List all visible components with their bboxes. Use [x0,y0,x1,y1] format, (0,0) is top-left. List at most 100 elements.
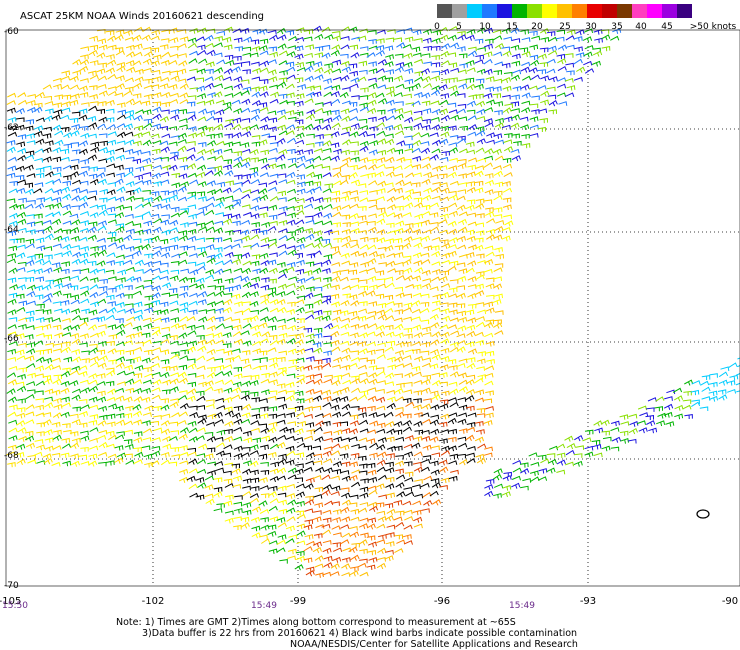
wind-barb [520,468,530,475]
wind-barb [16,284,27,291]
wind-barb [98,461,107,467]
wind-barb [249,391,259,397]
wind-barb [359,106,369,112]
wind-barb [169,293,179,299]
wind-barb [160,219,170,226]
wind-barb [223,444,233,450]
wind-barb [177,139,187,144]
wind-barb [304,347,314,353]
wind-barb [422,37,432,44]
wind-barb [216,429,226,436]
wind-barb [304,149,313,155]
wind-barb [25,442,35,449]
wind-barb [204,42,215,48]
wind-barb [269,34,279,41]
wind-barb [440,429,450,434]
wind-barb [52,156,62,163]
wind-barb [495,220,505,225]
wind-barb [448,287,458,293]
wind-barb [79,317,89,323]
wind-barb [340,74,350,82]
wind-barb [520,485,529,491]
wind-barb [169,194,179,201]
wind-barb [368,378,378,385]
wind-barb [51,461,61,467]
wind-barb [393,420,403,428]
wind-barb [385,166,395,171]
wind-barb [278,350,287,356]
wind-barb [477,46,486,52]
wind-barb [79,333,89,339]
wind-barb [36,197,45,203]
wind-barb [429,436,439,443]
wind-barb [484,155,494,161]
wind-barb [422,491,432,498]
wind-barb [87,154,98,161]
wind-barb [465,388,476,396]
wind-barb [26,107,37,113]
wind-barb [179,83,189,90]
wind-barb [484,380,494,386]
wind-barb [493,214,503,219]
wind-barb [287,474,297,480]
wind-barb [240,27,250,34]
wind-barb [231,99,241,105]
wind-barb [269,84,278,90]
wind-barb [277,243,287,249]
wind-barb [447,244,457,249]
wind-barb [178,394,188,401]
wind-barb [251,407,260,413]
wind-barb [197,482,207,489]
wind-barb [429,132,439,138]
wind-barb [42,259,52,266]
wind-barb [314,102,324,107]
wind-barb [384,515,394,522]
wind-barb [351,387,361,393]
wind-barb [367,226,377,233]
wind-barb [243,211,253,217]
wind-barb [494,122,504,129]
wind-barb [304,52,313,58]
wind-barb [71,187,81,194]
wind-barb [89,414,99,420]
wind-barb [286,188,296,194]
wind-barb [557,83,567,89]
wind-barb [125,114,135,121]
wind-barb [79,201,89,209]
wind-barb [440,60,451,66]
wind-barb [395,61,405,68]
wind-barb [341,115,351,122]
wind-barb [376,428,386,434]
wind-barb [546,453,556,458]
wind-barb [538,468,548,474]
wind-barb [294,53,304,60]
wind-barb [213,246,223,253]
wind-barb [81,102,90,107]
wind-barb [296,188,306,195]
wind-barb [305,422,315,428]
wind-barb [204,484,214,491]
wind-barb [285,445,295,452]
wind-barb [458,116,468,121]
lon-label-96: -96 [433,596,451,607]
wind-barb [89,74,99,80]
wind-barb [423,61,432,67]
wind-barb [277,34,287,41]
wind-barb [484,332,494,338]
wind-barb [331,450,341,456]
wind-barb [368,45,378,51]
wind-barb [267,69,277,76]
wind-barb [466,330,476,338]
wind-barb [485,283,495,290]
wind-barb [150,363,160,368]
wind-barb [8,404,18,410]
wind-barb [440,347,450,354]
wind-barb [225,357,235,363]
wind-barb [412,371,422,377]
wind-barb [115,323,125,330]
wind-barb [475,340,485,346]
wind-barb [152,379,162,386]
wind-barb [493,468,503,475]
wind-barb [521,107,531,114]
wind-barb [467,303,477,309]
